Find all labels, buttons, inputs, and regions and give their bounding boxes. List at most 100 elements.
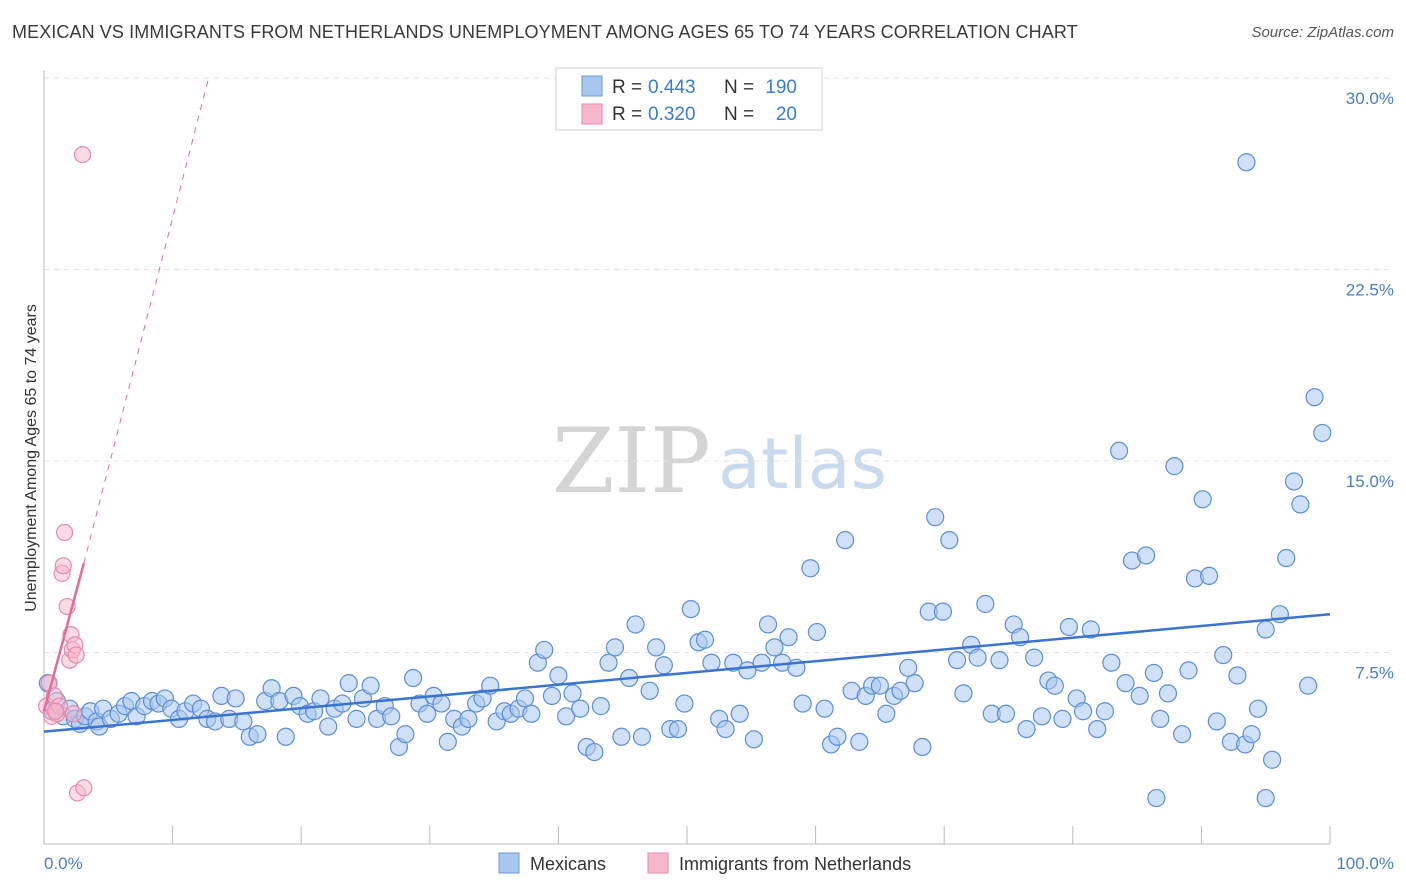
point-mexicans (1193, 490, 1212, 509)
trend-lines (42, 77, 1331, 733)
point-mexicans (361, 676, 380, 695)
point-netherlands (46, 702, 65, 720)
point-mexicans (752, 653, 771, 672)
point-netherlands (75, 779, 93, 797)
point-mexicans (1053, 709, 1072, 728)
point-mexicans (311, 689, 330, 708)
point-mexicans (632, 727, 652, 746)
legend-r-value-2: 0.320 (648, 104, 696, 125)
point-mexicans (828, 727, 847, 746)
point-mexicans (605, 638, 625, 657)
legend-n-value-2: 20 (776, 104, 797, 125)
point-mexicans (913, 737, 932, 757)
point-mexicans (1284, 472, 1304, 491)
point-mexicans (276, 727, 295, 746)
point-mexicans (724, 653, 743, 672)
bottom-legend-swatch-mexicans (498, 852, 520, 874)
point-mexicans (1144, 663, 1163, 683)
point-mexicans (382, 707, 401, 726)
point-mexicans (1109, 441, 1129, 460)
point-mexicans (1045, 676, 1064, 695)
point-mexicans (647, 638, 666, 657)
point-mexicans (1263, 750, 1282, 769)
point-mexicans (801, 559, 820, 578)
point-netherlands (67, 646, 85, 664)
point-mexicans (549, 666, 568, 685)
point-mexicans (585, 742, 604, 762)
point-mexicans (765, 638, 784, 657)
point-mexicans (1130, 686, 1149, 706)
point-mexicans (319, 717, 338, 736)
point-mexicans (793, 694, 812, 713)
point-mexicans (899, 658, 918, 677)
point-mexicans (438, 732, 457, 751)
point-mexicans (716, 719, 735, 739)
point-mexicans (1291, 495, 1310, 514)
point-mexicans (758, 615, 778, 634)
point-mexicans (744, 730, 763, 749)
point-mexicans (1073, 702, 1093, 721)
point-netherlands (73, 146, 92, 164)
point-mexicans (695, 630, 715, 649)
point-mexicans (234, 712, 253, 731)
point-mexicans (877, 704, 896, 723)
point-mexicans (905, 674, 924, 693)
point-mexicans (1102, 653, 1121, 672)
point-mexicans (1313, 423, 1332, 443)
point-mexicans (459, 709, 478, 728)
point-mexicans (1256, 788, 1275, 808)
point-mexicans (1242, 725, 1261, 744)
point-mexicans (675, 694, 694, 713)
point-mexicans (815, 699, 834, 718)
y-axis-label: Unemployment Among Ages 65 to 74 years (23, 304, 40, 612)
point-mexicans (591, 697, 610, 716)
point-mexicans (933, 602, 953, 621)
bottom-legend-label-netherlands: Immigrants from Netherlands (679, 854, 911, 874)
point-mexicans (1025, 648, 1044, 667)
legend-box: R = 0.443 N = 190 R = 0.320 N = 20 (555, 67, 823, 131)
point-netherlands (55, 523, 74, 542)
point-mexicans (1088, 719, 1107, 739)
y-tick-label: 30.0% (1346, 89, 1394, 108)
point-mexicans (990, 651, 1009, 670)
point-mexicans (1032, 707, 1052, 726)
point-mexicans (248, 725, 267, 744)
point-mexicans (571, 699, 590, 718)
point-mexicans (807, 622, 826, 642)
point-mexicans (542, 686, 562, 706)
point-mexicans (926, 508, 945, 527)
bottom-legend-label-mexicans: Mexicans (530, 854, 606, 874)
bottom-legend: Mexicans Immigrants from Netherlands (498, 852, 911, 874)
x-ticks (43, 826, 1331, 844)
point-mexicans (339, 674, 358, 693)
point-mexicans (1059, 617, 1079, 637)
point-mexicans (668, 719, 688, 739)
point-mexicans (1151, 709, 1170, 728)
point-mexicans (654, 656, 673, 675)
point-mexicans (1158, 684, 1178, 703)
point-mexicans (1137, 546, 1156, 565)
point-mexicans (681, 599, 700, 619)
point-mexicans (836, 531, 855, 550)
trend-line-netherlands-extension (83, 77, 210, 564)
point-mexicans (1228, 666, 1247, 685)
trend-line-mexicans (43, 612, 1331, 733)
point-mexicans (702, 653, 721, 672)
legend-n-value-1: 190 (765, 77, 797, 98)
point-mexicans (535, 640, 554, 660)
point-mexicans (1165, 457, 1184, 476)
point-mexicans (954, 684, 973, 703)
point-mexicans (396, 725, 415, 744)
source-label: Source: ZipAtlas.com (1251, 24, 1394, 41)
legend-r-label-2: R = (612, 104, 642, 125)
legend-r-label-1: R = (612, 77, 642, 98)
point-mexicans (1277, 548, 1296, 568)
y-tick-label: 22.5% (1346, 281, 1394, 300)
point-mexicans (403, 668, 423, 688)
legend-n-label-2: N = (724, 104, 754, 125)
legend-r-value-1: 0.443 (648, 77, 696, 98)
gridlines (44, 77, 1394, 653)
point-mexicans (1207, 712, 1226, 731)
watermark-atlas: atlas (718, 423, 887, 505)
